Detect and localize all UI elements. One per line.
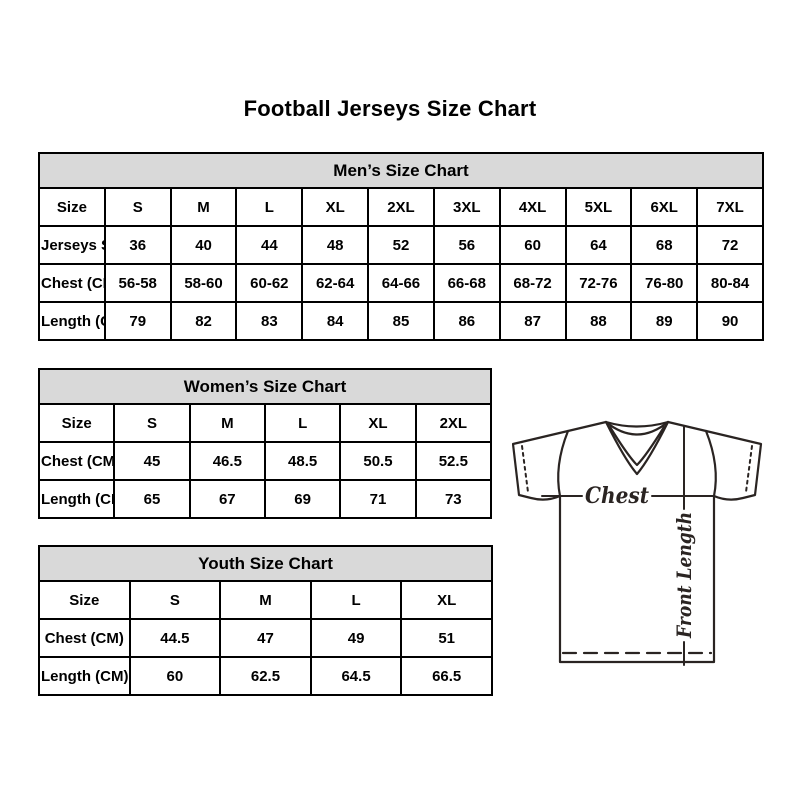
youth-value-cell: 44.5 bbox=[128, 618, 222, 658]
men-value-cell: 52 bbox=[367, 225, 435, 265]
women-value-cell: 73 bbox=[414, 479, 493, 519]
men-value-cell: S bbox=[103, 187, 172, 227]
men-value-cell: 60-62 bbox=[235, 263, 304, 303]
youth-value-cell: L bbox=[309, 580, 403, 620]
men-row-label: Chest (CM) bbox=[38, 263, 106, 303]
men-row-label: Jerseys Size bbox=[38, 225, 106, 265]
men-value-cell: 80-84 bbox=[696, 263, 764, 303]
women-row-label: Chest (CM) bbox=[37, 441, 116, 481]
men-value-cell: 76-80 bbox=[630, 263, 699, 303]
youth-row-label: Size bbox=[38, 580, 131, 620]
women-value-cell: 45 bbox=[113, 441, 191, 481]
men-value-cell: 4XL bbox=[498, 187, 567, 227]
youth-value-cell: 51 bbox=[400, 618, 493, 658]
mens-size-table: Men’s Size Chart Size S M L XL 2XL 3XL 4XL 5XL 6XL… bbox=[38, 152, 764, 341]
youth-value-cell: XL bbox=[400, 580, 493, 620]
men-value-cell: 85 bbox=[367, 301, 435, 341]
men-value-cell: 87 bbox=[498, 301, 567, 341]
collar-arc-outer bbox=[604, 420, 670, 428]
men-value-cell: 88 bbox=[564, 301, 633, 341]
sleeve-dash-left bbox=[521, 445, 529, 493]
men-value-cell: 72-76 bbox=[564, 263, 633, 303]
youth-row-label: Length (CM) bbox=[38, 656, 131, 696]
men-value-cell: XL bbox=[301, 187, 370, 227]
men-value-cell: 58-60 bbox=[169, 263, 238, 303]
men-value-cell: 60 bbox=[498, 225, 567, 265]
sleeve-dash-right bbox=[745, 445, 753, 493]
jersey-measurement-diagram: Chest Front Length bbox=[512, 420, 763, 666]
men-value-cell: M bbox=[169, 187, 238, 227]
youth-value-cell: 49 bbox=[309, 618, 403, 658]
women-value-cell: 52.5 bbox=[414, 441, 493, 481]
women-row-label: Size bbox=[37, 403, 116, 443]
women-value-cell: M bbox=[188, 403, 266, 443]
men-value-cell: 90 bbox=[696, 301, 764, 341]
collar-v-inner bbox=[608, 425, 666, 467]
chest-label: Chest bbox=[585, 483, 649, 509]
men-value-cell: 36 bbox=[103, 225, 172, 265]
women-value-cell: 50.5 bbox=[339, 441, 417, 481]
men-value-cell: 2XL bbox=[367, 187, 435, 227]
men-value-cell: 66-68 bbox=[432, 263, 501, 303]
women-value-cell: 46.5 bbox=[188, 441, 266, 481]
men-value-cell: 56-58 bbox=[103, 263, 172, 303]
men-value-cell: 86 bbox=[432, 301, 501, 341]
women-value-cell: 67 bbox=[188, 479, 266, 519]
men-value-cell: 84 bbox=[301, 301, 370, 341]
page-title: Football Jerseys Size Chart bbox=[243, 96, 537, 121]
youth-value-cell: 60 bbox=[128, 656, 222, 696]
men-value-cell: 48 bbox=[301, 225, 370, 265]
men-value-cell: 72 bbox=[696, 225, 764, 265]
women-value-cell: 69 bbox=[263, 479, 342, 519]
women-value-cell: L bbox=[263, 403, 342, 443]
men-value-cell: 40 bbox=[169, 225, 238, 265]
youth-value-cell: 47 bbox=[219, 618, 312, 658]
women-table-title: Women’s Size Chart bbox=[38, 368, 492, 405]
women-value-cell: XL bbox=[339, 403, 417, 443]
men-value-cell: 44 bbox=[235, 225, 304, 265]
women-value-cell: 2XL bbox=[414, 403, 493, 443]
women-row-label: Length (CM) bbox=[37, 479, 116, 519]
men-row-label: Length (CM) bbox=[38, 301, 106, 341]
men-row-label: Size bbox=[38, 187, 106, 227]
youth-table-title: Youth Size Chart bbox=[38, 545, 493, 582]
women-value-cell: 71 bbox=[339, 479, 417, 519]
men-value-cell: 62-64 bbox=[301, 263, 370, 303]
womens-size-table: Women’s Size Chart Size S M L XL 2XL Chest (CM)… bbox=[37, 368, 493, 519]
men-value-cell: 6XL bbox=[630, 187, 699, 227]
youth-value-cell: M bbox=[219, 580, 312, 620]
armhole-seam-right bbox=[704, 429, 717, 498]
men-value-cell: L bbox=[235, 187, 304, 227]
men-value-cell: 56 bbox=[432, 225, 501, 265]
men-value-cell: 83 bbox=[235, 301, 304, 341]
men-value-cell: 64-66 bbox=[367, 263, 435, 303]
men-value-cell: 5XL bbox=[564, 187, 633, 227]
women-value-cell: 65 bbox=[113, 479, 191, 519]
men-value-cell: 68 bbox=[630, 225, 699, 265]
jersey-outline bbox=[512, 420, 763, 664]
youth-value-cell: 62.5 bbox=[219, 656, 312, 696]
men-value-cell: 7XL bbox=[696, 187, 764, 227]
men-value-cell: 3XL bbox=[432, 187, 501, 227]
women-value-cell: S bbox=[113, 403, 191, 443]
youth-value-cell: 64.5 bbox=[309, 656, 403, 696]
armhole-seam-left bbox=[557, 429, 570, 498]
men-value-cell: 68-72 bbox=[498, 263, 567, 303]
men-value-cell: 79 bbox=[103, 301, 172, 341]
men-table-title: Men’s Size Chart bbox=[38, 152, 764, 189]
collar-v-outer bbox=[604, 420, 670, 476]
men-value-cell: 82 bbox=[169, 301, 238, 341]
men-value-cell: 64 bbox=[564, 225, 633, 265]
youth-size-table: Youth Size Chart Size S M L XL Chest (CM) 44.5 4… bbox=[38, 545, 493, 696]
collar-arc-inner bbox=[604, 420, 670, 436]
men-value-cell: 89 bbox=[630, 301, 699, 341]
youth-row-label: Chest (CM) bbox=[38, 618, 131, 658]
youth-value-cell: S bbox=[128, 580, 222, 620]
youth-value-cell: 66.5 bbox=[400, 656, 493, 696]
women-value-cell: 48.5 bbox=[263, 441, 342, 481]
front-length-label: Front Length bbox=[672, 512, 696, 639]
